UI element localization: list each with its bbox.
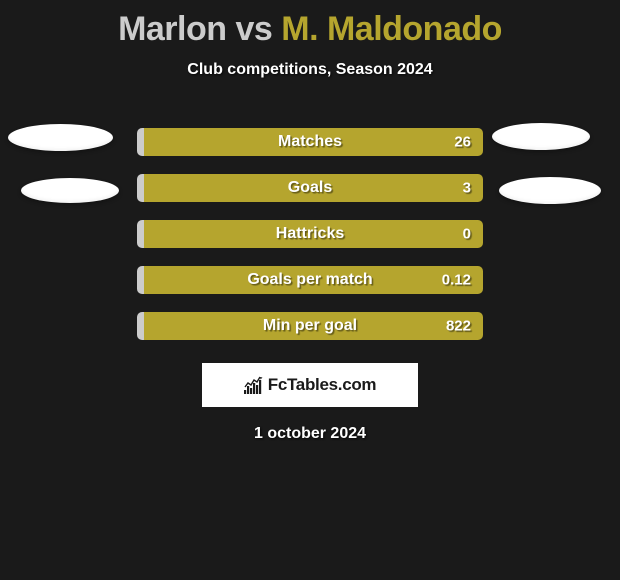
stat-bar: Min per goal 822 bbox=[137, 312, 483, 340]
player-marker-ellipse bbox=[8, 124, 113, 151]
stat-row: Min per goal 822 bbox=[0, 303, 620, 349]
stat-label: Goals bbox=[288, 179, 332, 197]
stat-bar: Hattricks 0 bbox=[137, 220, 483, 248]
stat-value-right: 3 bbox=[463, 180, 471, 197]
fctables-logo[interactable]: FcTables.com bbox=[202, 363, 418, 407]
stat-label: Min per goal bbox=[263, 317, 357, 335]
title-player-right: M. Maldonado bbox=[281, 10, 502, 48]
stat-value-right: 822 bbox=[446, 318, 471, 335]
stat-value-right: 26 bbox=[454, 134, 471, 151]
date-text: 1 october 2024 bbox=[0, 425, 620, 443]
stat-label: Hattricks bbox=[276, 225, 344, 243]
stat-bar: Goals per match 0.12 bbox=[137, 266, 483, 294]
chart-icon bbox=[244, 376, 264, 394]
stat-bar: Matches 26 bbox=[137, 128, 483, 156]
stat-label: Goals per match bbox=[247, 271, 372, 289]
bar-left-segment bbox=[137, 312, 144, 340]
bar-left-segment bbox=[137, 128, 144, 156]
stat-row: Hattricks 0 bbox=[0, 211, 620, 257]
bar-left-segment bbox=[137, 266, 144, 294]
page-title: Marlon vs M. Maldonado bbox=[0, 0, 620, 49]
title-vs: vs bbox=[227, 10, 282, 48]
logo-text: FcTables.com bbox=[268, 375, 377, 395]
stat-value-right: 0.12 bbox=[442, 272, 471, 289]
title-player-left: Marlon bbox=[118, 10, 226, 48]
bar-left-segment bbox=[137, 174, 144, 202]
stat-label: Matches bbox=[278, 133, 342, 151]
comparison-chart: Matches 26 Goals 3 Hattricks 0 Goals per match… bbox=[0, 119, 620, 349]
player-marker-ellipse bbox=[499, 177, 601, 204]
stat-row: Goals per match 0.12 bbox=[0, 257, 620, 303]
player-marker-ellipse bbox=[21, 178, 119, 203]
subtitle: Club competitions, Season 2024 bbox=[0, 61, 620, 79]
player-marker-ellipse bbox=[492, 123, 590, 150]
bar-left-segment bbox=[137, 220, 144, 248]
stat-value-right: 0 bbox=[463, 226, 471, 243]
stat-bar: Goals 3 bbox=[137, 174, 483, 202]
